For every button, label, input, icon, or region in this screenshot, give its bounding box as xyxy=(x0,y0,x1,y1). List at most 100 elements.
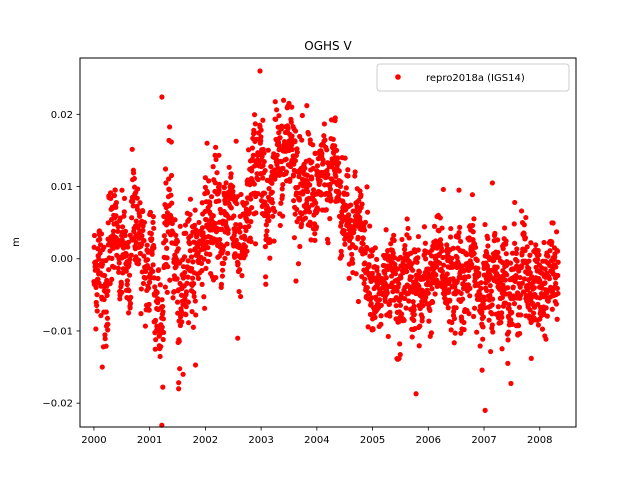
data-point xyxy=(360,235,366,242)
data-point xyxy=(304,103,310,109)
data-point xyxy=(271,238,277,244)
data-point xyxy=(289,133,295,139)
data-point xyxy=(133,218,139,224)
data-point xyxy=(192,298,198,304)
data-point xyxy=(172,217,178,223)
data-point xyxy=(276,130,282,136)
data-point xyxy=(291,198,297,204)
data-point xyxy=(151,245,157,251)
data-point xyxy=(531,285,537,291)
data-point xyxy=(262,167,268,174)
data-point xyxy=(216,181,222,187)
data-point xyxy=(242,252,248,258)
data-point xyxy=(404,268,410,275)
data-point xyxy=(450,245,456,251)
data-point xyxy=(415,255,421,261)
data-point xyxy=(402,242,408,249)
data-point xyxy=(107,280,113,287)
data-point xyxy=(190,324,196,330)
data-point xyxy=(203,265,209,272)
data-point xyxy=(452,330,458,336)
data-point xyxy=(183,289,190,295)
data-point xyxy=(342,241,348,247)
data-point xyxy=(432,291,438,297)
data-point xyxy=(140,280,147,287)
data-point xyxy=(444,242,450,248)
data-point xyxy=(235,335,241,341)
data-point xyxy=(237,224,244,230)
data-point xyxy=(105,288,111,294)
data-point xyxy=(232,251,238,257)
data-point xyxy=(426,318,432,324)
data-point xyxy=(248,196,254,202)
data-point xyxy=(207,251,213,257)
data-point xyxy=(341,228,347,234)
data-point xyxy=(488,348,494,355)
data-point xyxy=(383,275,389,281)
data-point xyxy=(261,159,267,165)
data-point xyxy=(167,124,173,130)
data-point xyxy=(251,112,258,118)
data-point xyxy=(101,272,108,279)
data-point xyxy=(113,213,119,219)
data-point xyxy=(441,262,447,268)
data-point xyxy=(382,298,388,304)
data-point xyxy=(320,157,326,163)
data-point xyxy=(105,321,111,327)
data-point xyxy=(339,212,345,218)
data-point xyxy=(360,241,366,247)
data-point xyxy=(503,251,509,257)
data-point xyxy=(307,219,313,225)
data-point xyxy=(128,294,134,300)
data-point xyxy=(119,224,126,230)
data-point xyxy=(553,280,559,287)
data-point xyxy=(484,287,490,294)
data-point xyxy=(295,184,301,190)
data-point xyxy=(315,206,321,213)
data-point xyxy=(391,237,397,243)
data-point xyxy=(250,152,256,158)
data-point xyxy=(322,182,328,188)
data-point xyxy=(166,176,172,182)
data-point xyxy=(354,204,360,210)
data-point xyxy=(376,297,383,303)
data-point xyxy=(121,209,127,215)
data-point xyxy=(111,264,117,270)
data-point xyxy=(149,251,155,257)
data-point xyxy=(327,216,333,222)
data-point xyxy=(387,309,393,315)
data-point xyxy=(527,270,533,276)
data-point xyxy=(477,343,483,349)
data-point xyxy=(93,284,99,291)
data-point xyxy=(272,208,278,214)
data-point xyxy=(148,231,154,237)
data-point xyxy=(527,252,533,258)
data-point xyxy=(470,229,476,235)
data-point xyxy=(397,302,404,308)
data-point xyxy=(494,264,500,270)
data-point xyxy=(96,256,102,262)
data-point xyxy=(489,296,496,302)
data-point xyxy=(542,280,548,286)
data-point xyxy=(150,219,156,225)
data-point xyxy=(433,264,440,270)
data-point xyxy=(157,282,163,288)
data-point xyxy=(474,329,480,335)
data-point xyxy=(104,277,110,284)
data-point xyxy=(399,311,405,317)
data-point xyxy=(488,288,494,294)
data-point xyxy=(482,407,488,413)
data-point xyxy=(396,355,402,362)
data-point xyxy=(321,133,327,139)
data-point xyxy=(184,280,190,286)
data-point xyxy=(348,234,354,240)
data-point xyxy=(238,293,244,300)
data-point xyxy=(187,241,193,247)
x-tick-label: 2003 xyxy=(248,435,273,446)
data-point xyxy=(385,333,391,340)
data-point xyxy=(480,336,486,342)
data-point xyxy=(309,176,315,182)
data-point xyxy=(225,227,231,233)
data-point xyxy=(449,319,455,326)
